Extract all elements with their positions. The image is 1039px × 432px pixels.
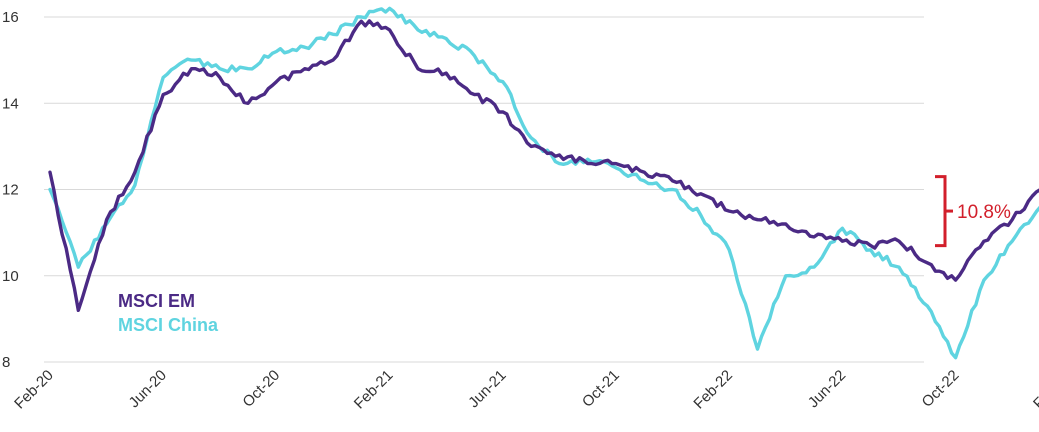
x-tick-label: Feb-20	[11, 367, 57, 413]
x-tick-label: Oct-21	[579, 367, 623, 411]
y-tick-label: 14	[2, 95, 19, 112]
gap-annotation: 10.8%	[935, 175, 1011, 248]
x-tick-label: Feb-21	[351, 367, 397, 413]
series-layer: 11.112.3	[48, 6, 1039, 360]
grid-lines	[44, 16, 924, 363]
gap-value-label: 10.8%	[957, 202, 1011, 223]
y-tick-label: 8	[2, 354, 10, 371]
series-line-msci-em	[48, 19, 1039, 312]
x-axis-ticks: Feb-20 Jun-20 Oct-20 Feb-21 Jun-21 Oct-21 Feb-…	[11, 367, 1039, 413]
x-tick-label: Feb-22	[690, 367, 736, 413]
y-tick-label: 16	[2, 9, 19, 26]
x-tick-label: Feb-23	[1030, 367, 1039, 413]
x-tick-label: Jun-21	[465, 367, 509, 411]
y-axis-ticks: 8 10 12 14 16	[2, 9, 19, 371]
legend: MSCI EM MSCI China	[118, 291, 219, 335]
x-tick-label: Oct-22	[919, 367, 963, 411]
legend-entry: MSCI EM	[118, 291, 195, 311]
x-tick-label: Jun-20	[126, 367, 170, 411]
series-line-msci-china	[48, 6, 1039, 360]
y-tick-label: 12	[2, 182, 19, 199]
y-tick-label: 10	[2, 268, 19, 285]
x-tick-label: Jun-22	[805, 367, 849, 411]
gap-bracket	[935, 175, 947, 248]
legend-entry: MSCI China	[118, 315, 219, 335]
x-tick-label: Oct-20	[239, 367, 283, 411]
